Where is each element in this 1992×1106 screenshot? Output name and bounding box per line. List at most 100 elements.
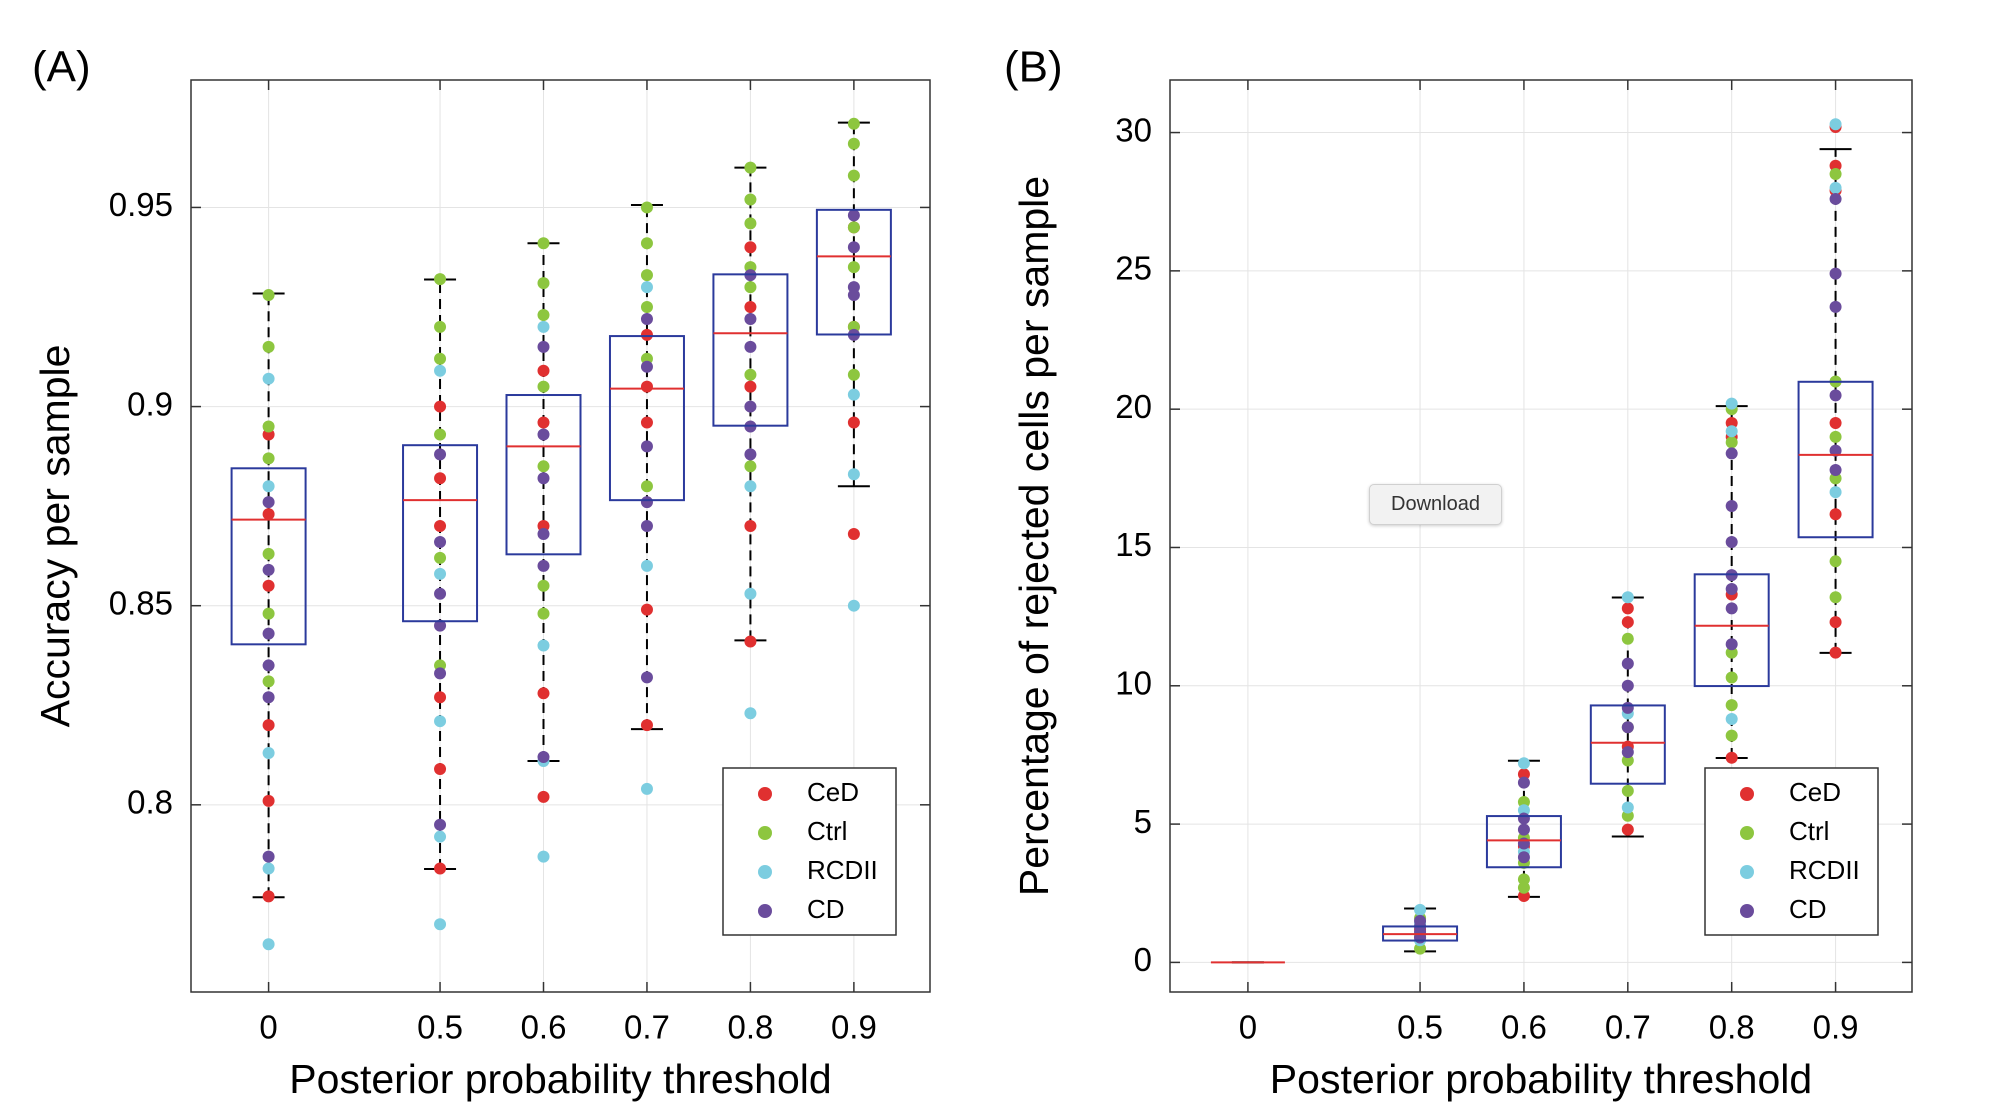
data-point bbox=[1829, 555, 1842, 568]
y-tick-label: 30 bbox=[1115, 111, 1152, 148]
legend-marker bbox=[1740, 787, 1754, 801]
data-point bbox=[434, 862, 447, 875]
data-point bbox=[434, 762, 447, 775]
data-point bbox=[640, 201, 653, 214]
legend-box bbox=[1704, 767, 1879, 936]
data-point bbox=[434, 273, 447, 286]
y-tick-label: 25 bbox=[1115, 250, 1152, 287]
legend-marker bbox=[1740, 904, 1754, 918]
legend-label: CeD bbox=[1789, 777, 1841, 807]
box bbox=[402, 444, 479, 623]
x-tick-label: 0.6 bbox=[521, 1009, 567, 1046]
data-point bbox=[1621, 746, 1634, 759]
data-point bbox=[1725, 447, 1738, 460]
data-point bbox=[262, 496, 275, 509]
data-point bbox=[1517, 757, 1530, 770]
data-point bbox=[640, 301, 653, 314]
data-point bbox=[1829, 417, 1842, 430]
data-point bbox=[1621, 754, 1634, 767]
data-point bbox=[1517, 851, 1530, 864]
legend-label: RCDII bbox=[1789, 855, 1860, 885]
data-point bbox=[744, 400, 757, 413]
legend-marker bbox=[758, 826, 772, 840]
data-point bbox=[537, 237, 550, 250]
data-point bbox=[537, 850, 550, 863]
box bbox=[230, 467, 307, 646]
legend-label: CD bbox=[807, 894, 845, 924]
data-point bbox=[1725, 582, 1738, 595]
x-tick-label: 0.9 bbox=[831, 1009, 877, 1046]
box bbox=[608, 335, 685, 502]
data-point bbox=[262, 607, 275, 620]
legend-label: CeD bbox=[807, 777, 859, 807]
box bbox=[505, 394, 582, 556]
x-tick-label: 0.8 bbox=[727, 1009, 773, 1046]
data-point bbox=[640, 312, 653, 325]
legend-marker bbox=[1740, 865, 1754, 879]
data-point bbox=[434, 818, 447, 831]
data-point bbox=[847, 117, 860, 130]
data-point bbox=[1621, 721, 1634, 734]
data-point bbox=[1621, 809, 1634, 822]
data-point bbox=[744, 301, 757, 314]
x-tick-label: 0.5 bbox=[1397, 1009, 1443, 1046]
data-point bbox=[262, 890, 275, 903]
data-point bbox=[847, 209, 860, 222]
x-tick-label: 0.6 bbox=[1501, 1009, 1547, 1046]
data-point bbox=[537, 308, 550, 321]
data-point bbox=[1621, 602, 1634, 615]
data-point bbox=[1517, 890, 1530, 903]
legend-label: RCDII bbox=[807, 855, 878, 885]
data-point bbox=[640, 496, 653, 509]
data-point bbox=[434, 400, 447, 413]
data-point bbox=[1829, 646, 1842, 659]
data-point bbox=[1829, 159, 1842, 172]
box bbox=[1485, 815, 1562, 869]
legend-box bbox=[722, 767, 897, 936]
data-point bbox=[1829, 181, 1842, 194]
data-point bbox=[1621, 801, 1634, 814]
data-point bbox=[434, 667, 447, 680]
data-point bbox=[1517, 823, 1530, 836]
data-point bbox=[1829, 616, 1842, 629]
data-point bbox=[1829, 267, 1842, 280]
x-tick-label: 0.7 bbox=[1605, 1009, 1651, 1046]
data-point bbox=[1414, 903, 1427, 916]
data-point bbox=[640, 281, 653, 294]
data-point bbox=[744, 448, 757, 461]
data-point bbox=[744, 340, 757, 353]
data-point bbox=[262, 563, 275, 576]
data-point bbox=[434, 520, 447, 533]
data-point bbox=[640, 480, 653, 493]
legend-label: CD bbox=[1789, 894, 1827, 924]
data-point bbox=[744, 368, 757, 381]
legend-marker bbox=[758, 904, 772, 918]
data-point bbox=[434, 830, 447, 843]
data-point bbox=[744, 161, 757, 174]
data-point bbox=[1725, 712, 1738, 725]
data-point bbox=[537, 607, 550, 620]
data-point bbox=[1517, 873, 1530, 886]
data-point bbox=[262, 547, 275, 560]
x-tick-label: 0.7 bbox=[624, 1009, 670, 1046]
data-point bbox=[847, 528, 860, 541]
data-point bbox=[537, 579, 550, 592]
data-point bbox=[262, 480, 275, 493]
data-point bbox=[537, 751, 550, 764]
data-point bbox=[1829, 464, 1842, 477]
data-point bbox=[434, 619, 447, 632]
data-point bbox=[262, 862, 275, 875]
data-point bbox=[847, 241, 860, 254]
data-point bbox=[434, 567, 447, 580]
data-point bbox=[537, 528, 550, 541]
data-point bbox=[1829, 192, 1842, 205]
y-tick-label: 15 bbox=[1115, 526, 1152, 563]
data-point bbox=[847, 468, 860, 481]
data-point bbox=[1517, 795, 1530, 808]
data-point bbox=[1517, 837, 1530, 850]
download-button[interactable]: Download bbox=[1369, 484, 1502, 525]
axes-frame bbox=[1169, 79, 1913, 993]
data-point bbox=[262, 691, 275, 704]
data-point bbox=[1621, 632, 1634, 645]
